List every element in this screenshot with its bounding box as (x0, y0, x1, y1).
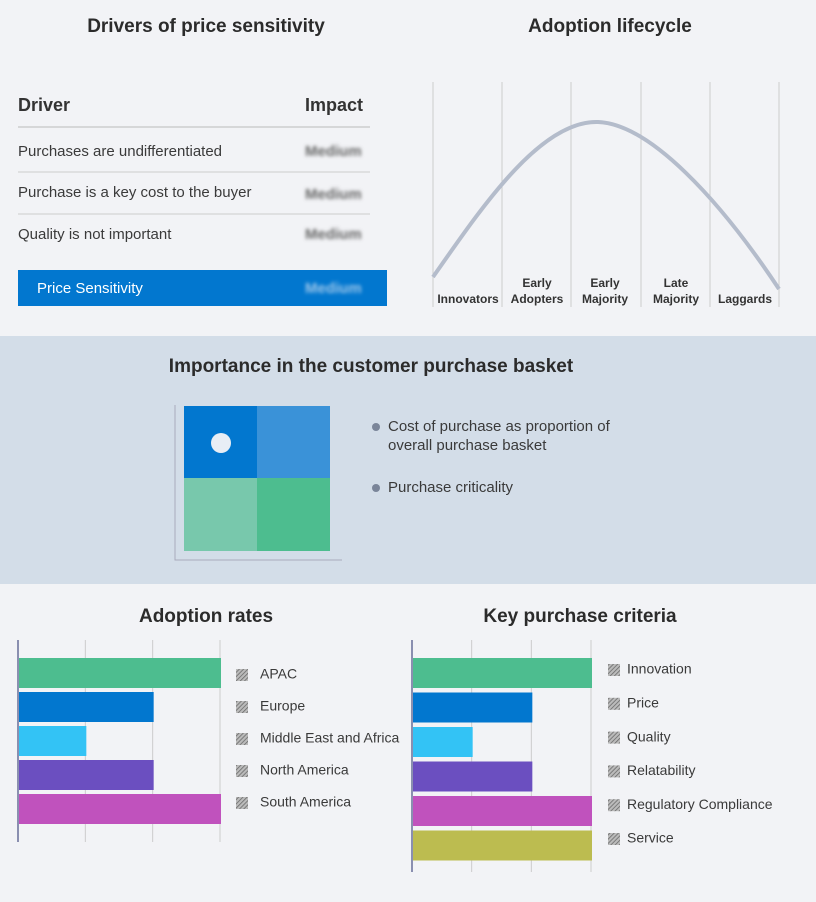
stage-label: Early Adopters (510, 276, 564, 306)
summary-bar (18, 270, 387, 306)
legend-label: Middle East and Africa (260, 730, 400, 746)
matrix-cell (257, 406, 330, 478)
chart-title: Adoption rates (139, 606, 273, 627)
matrix-cell (257, 478, 330, 551)
driver: Purchase is a key cost to the buyer (18, 184, 251, 201)
legend-icon (608, 833, 620, 845)
bar (19, 658, 221, 688)
driver: Quality is not important (18, 226, 172, 243)
stage-label: Early Majority (581, 276, 628, 306)
legend-icon (236, 701, 248, 713)
legend-icon (608, 731, 620, 744)
legend-icon (236, 669, 248, 681)
middle-band (0, 336, 816, 584)
legend-label: Service (627, 830, 674, 846)
bar (413, 830, 592, 861)
stage-label: Late Majority (652, 276, 699, 306)
bar (413, 761, 533, 792)
bar (413, 727, 473, 757)
legend-icon (608, 664, 620, 676)
bullet (372, 484, 380, 492)
legend-label: Europe (260, 698, 305, 714)
table-header: Driver (18, 95, 70, 115)
impact: Medium (305, 186, 362, 203)
table-header: Impact (305, 95, 363, 115)
legend-icon (608, 697, 620, 710)
legend-label: North America (260, 762, 349, 778)
bullet (372, 423, 380, 431)
section-title: Importance in the customer purchase bask… (169, 356, 574, 377)
legend-text: Cost of purchase as proportion of overal… (388, 418, 610, 454)
legend-icon (236, 797, 248, 809)
section-title: Drivers of price sensitivity (87, 16, 325, 37)
legend-label: APAC (260, 666, 297, 682)
summary-impact: Medium (305, 280, 362, 297)
bar (19, 726, 87, 756)
legend-text: Purchase criticality (388, 479, 514, 496)
legend-label: Relatability (627, 762, 695, 778)
legend-icon (608, 799, 620, 812)
lifecycle-grid (432, 82, 780, 307)
legend-label: Regulatory Compliance (627, 796, 773, 812)
legend-label: Innovation (627, 661, 692, 677)
bar (413, 658, 592, 688)
matrix-axes (174, 405, 342, 561)
lifecycle-curve (431, 119, 781, 291)
summary-label: Price Sensitivity (37, 280, 143, 297)
bar (19, 760, 154, 790)
position-dot (211, 433, 231, 453)
stage-label: Innovators (437, 292, 499, 306)
impact: Medium (305, 226, 362, 243)
stage-label: Laggards (717, 292, 772, 306)
legend-icon (608, 765, 620, 778)
chart-title: Key purchase criteria (483, 606, 677, 627)
bottom-band (0, 584, 816, 902)
legend-label: South America (260, 794, 351, 810)
legend-icon (236, 765, 248, 777)
driver: Purchases are undifferentiated (18, 143, 222, 160)
legend-label: Quality (627, 728, 671, 744)
matrix-cell (184, 478, 257, 551)
legend-label: Price (627, 695, 659, 711)
section-title: Adoption lifecycle (528, 16, 692, 37)
bar (19, 794, 221, 824)
bar (413, 796, 592, 826)
bar (19, 692, 154, 722)
legend-icon (236, 733, 248, 745)
impact: Medium (305, 143, 362, 160)
bar (413, 692, 533, 723)
